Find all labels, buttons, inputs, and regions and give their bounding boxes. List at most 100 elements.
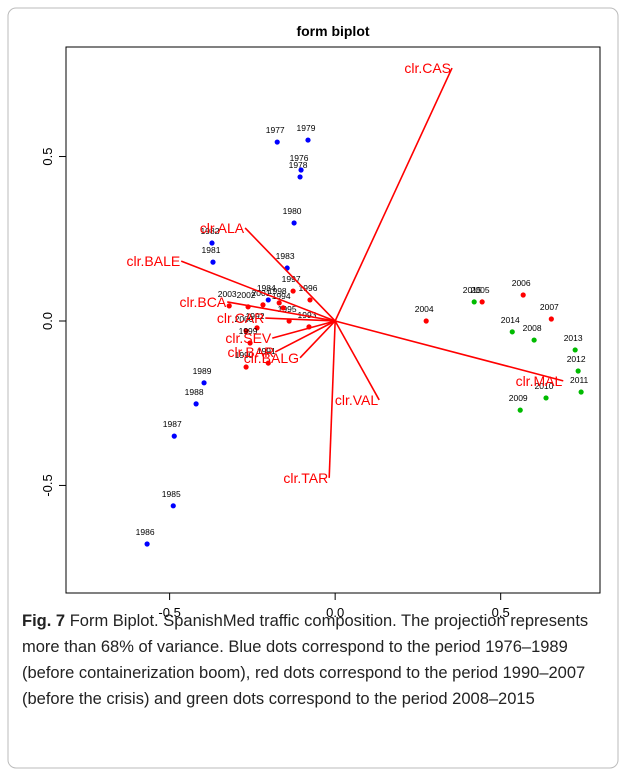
vector-label: clr.TAR [283,470,328,486]
point [254,325,260,331]
vector-label: clr.VAL [335,392,379,408]
point-label: 1985 [162,489,181,499]
point [297,174,303,180]
vector-label: clr.CAR [217,310,264,326]
vector-label: clr.BALE [127,253,181,269]
point [210,259,216,265]
caption: Fig. 7 Form Biplot. SpanishMed traffic c… [22,608,612,712]
point [509,329,515,335]
loading-vector [180,260,336,322]
loading-vector [299,320,336,359]
point-label: 2009 [509,393,528,403]
point [171,433,177,439]
y-tick-label: -0.5 [40,474,55,496]
point [193,401,199,407]
point-label: 1979 [297,123,316,133]
point-label: 1991 [257,346,276,356]
point [226,303,232,309]
point-label: 1976 [290,153,309,163]
loading-vector [227,301,336,322]
point-label: 2013 [564,333,583,343]
point-label: 1998 [268,286,287,296]
x-tick-label: 0.0 [326,605,344,620]
point-label: 2012 [567,354,586,364]
vector-label: clr.BALG [244,350,299,366]
point [265,297,271,303]
point-label: 2014 [501,315,520,325]
point [265,360,271,366]
point-label: 2015 [463,285,482,295]
chart-title: form biplot [296,23,369,39]
point [520,292,526,298]
point [548,316,554,322]
y-tick-label: 0.5 [40,147,55,165]
loading-vector [265,317,336,322]
point-label: 1987 [163,419,182,429]
point [209,240,215,246]
vector-label: clr.BCA [180,294,227,310]
point [274,139,280,145]
point [578,389,584,395]
loading-vector [328,320,336,478]
point-label: 1995 [278,304,297,314]
figure-frame [7,7,619,769]
point [423,318,429,324]
point-label: 1989 [193,366,212,376]
point-label: 2006 [512,278,531,288]
point [144,541,150,547]
point [290,288,296,294]
point-label: 1992 [246,311,265,321]
point [260,302,266,308]
point-label: 1990 [235,350,254,360]
point-label: 2004 [415,304,434,314]
loading-vector [244,227,336,322]
point-label: 1996 [299,283,318,293]
point-label: 1983 [276,251,295,261]
point [572,347,578,353]
point [170,503,176,509]
vector-label: clr.CAS [404,60,451,76]
point-label: 1978 [289,160,308,170]
caption-text: Form Biplot. SpanishMed traffic composit… [22,612,589,708]
plot-frame [65,46,601,594]
point-label: 1984 [257,283,276,293]
caption-label: Fig. 7 [22,612,66,630]
point-label: 2005 [471,285,490,295]
point [471,299,477,305]
loading-vector [334,67,453,322]
point [291,220,297,226]
point-label: 1993 [298,310,317,320]
point-label: 1982 [201,226,220,236]
point-label: 2007 [540,302,559,312]
point-label: 2010 [535,381,554,391]
loading-vector [334,320,380,401]
point-label: 2000 [235,314,254,324]
x-tick-label: 0.5 [492,605,510,620]
point-label: 1981 [202,245,221,255]
point [243,328,249,334]
point [531,337,537,343]
point-label: 2011 [570,375,589,385]
y-tick-label: 0.0 [40,312,55,330]
point-label: 1986 [136,527,155,537]
point-label: 1980 [283,206,302,216]
point [280,305,286,311]
point [247,340,253,346]
vector-label: clr.BAR [228,344,275,360]
point-label: 1977 [266,125,285,135]
point [276,300,282,306]
x-tick-label: -0.5 [158,605,180,620]
point [201,380,207,386]
point [243,364,249,370]
vector-label: clr.MAL [516,373,563,389]
point-label: 2003 [218,289,237,299]
point [298,167,304,173]
vector-label: clr.SEV [225,330,272,346]
point [479,299,485,305]
point-label: 1999 [239,326,258,336]
vector-label: clr.ALA [200,220,245,236]
point [305,137,311,143]
point-label: 2008 [523,323,542,333]
